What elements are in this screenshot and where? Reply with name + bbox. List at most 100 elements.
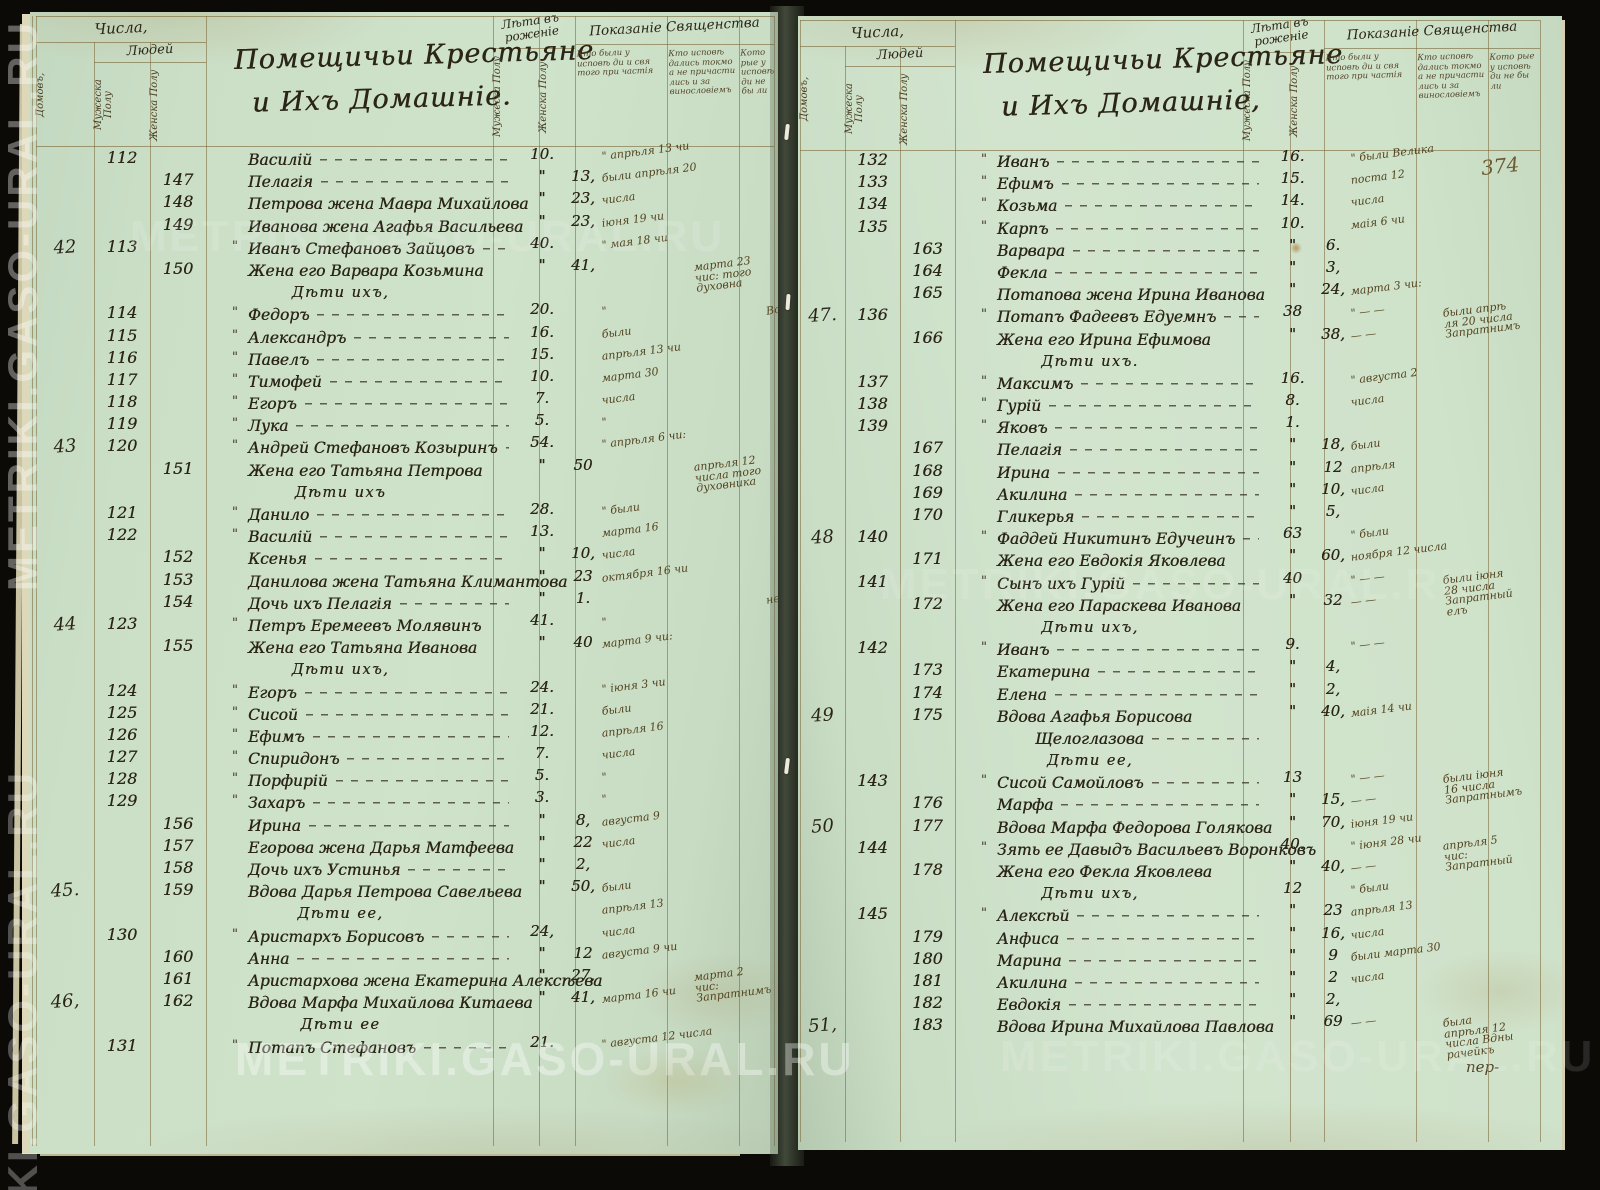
age-male: 8. [1285, 391, 1300, 410]
entry-name-cell: " Сынъ ихъ Гурій [955, 573, 1269, 594]
entry-name-cell: " Гурій [955, 396, 1269, 416]
male-number: 133 [857, 172, 888, 192]
register-row: 153 Данилова жена Татьяна Климантова " 23 ок… [36, 561, 778, 594]
register-row: 132 " Иванъ 16. " были Велика [800, 142, 1562, 174]
age-male: " [538, 255, 546, 274]
ditto-mark: " [232, 416, 238, 432]
confession-note-cell: были [601, 879, 693, 896]
register-row: 179 Анфиса " 16, числа [800, 924, 1562, 951]
header-col-not-confessed: Кото рые у исповѣ ди не бы ли [1489, 51, 1535, 92]
entry-name: Вдова Ирина Михайлова Павлова [997, 1018, 1274, 1037]
entry-name-cell: Щелоглазова [955, 728, 1269, 749]
female-number: 174 [912, 682, 943, 702]
house-number: 45. [49, 879, 81, 903]
house-number: 46, [49, 990, 81, 1014]
entry-name: Жена его Ирина Ефимова [997, 330, 1211, 349]
register-rows: 112 Василій 10. " апрѣля 13 чи 147 Пелагія " 13… [36, 139, 778, 1060]
register-row: 158 Дочь ихъ Устинья " 2, [36, 855, 778, 882]
ditto-mark: " [981, 218, 987, 234]
age-male: " [1289, 701, 1296, 720]
confession-note-cell: были [1350, 437, 1442, 454]
entry-name: Потапова жена Ирина Иванова [997, 286, 1265, 305]
register-row: 174 Елена " 2, [800, 680, 1562, 707]
register-row: Дѣти ихъ, 12 " были [800, 879, 1562, 906]
age-male: " [538, 167, 546, 186]
male-number: 113 [106, 236, 138, 256]
entry-name-cell: " Козьма [955, 196, 1269, 216]
age-male: " [1289, 590, 1296, 609]
column-rule [845, 46, 846, 1142]
entry-name-cell: Жена его Евдокія Яковлева [955, 551, 1269, 571]
age-male: 28. [530, 500, 554, 518]
register-row: 178 Жена его Фекла Яковлева " 40, — — [800, 857, 1562, 884]
entry-name: Сисой Самойловъ [997, 774, 1144, 793]
entry-name-cell: Дѣти ихъ, [955, 884, 1269, 904]
register-row: 128 " Порфирій 5. " [36, 766, 778, 793]
age-male: " [1289, 502, 1296, 520]
female-number: 168 [912, 460, 943, 480]
column-rule [900, 46, 901, 1142]
age-male: 16. [1280, 368, 1305, 387]
confession-note-cell: марта 9 чи: [601, 629, 693, 651]
age-male: " [1289, 790, 1296, 809]
register-row: 118 " Егоръ 7. числа [36, 389, 778, 416]
female-number: 180 [912, 948, 943, 968]
age-male: " [1289, 280, 1296, 299]
age-male: 20. [530, 300, 554, 319]
female-number: 176 [912, 793, 943, 813]
entry-name-cell: " Сисой Самойловъ [955, 773, 1269, 793]
age-female: 12 [1323, 457, 1343, 476]
entry-name: Карпъ [997, 219, 1049, 238]
column-rule [150, 42, 151, 1146]
entry-name: Сынъ ихъ Гурій [997, 574, 1126, 593]
ditto-mark: " [232, 371, 238, 387]
entry-name-cell: Ирина [955, 462, 1269, 483]
male-number: 132 [857, 150, 888, 169]
register-row: 124 " Егоръ 24. " іюня 3 чи [36, 675, 778, 705]
register-row: 182 Евдокія " 2, [800, 990, 1562, 1017]
entry-name-cell: Дѣти ее, [206, 904, 519, 924]
age-male: " [538, 988, 546, 1007]
age-female: 1. [575, 588, 591, 607]
column-rule [575, 16, 576, 1146]
ruled-dashes [1049, 396, 1259, 408]
entry-name: Жена его Варвара Козьмина [248, 261, 484, 280]
entry-name-cell: " Александръ [206, 327, 519, 348]
male-number: 127 [106, 747, 138, 767]
ruled-dashes [347, 749, 509, 761]
female-number: 154 [162, 591, 194, 611]
age-male: 10. [530, 145, 554, 163]
age-male: 5. [534, 766, 550, 785]
entry-name: Жена его Татьяна Иванова [248, 639, 478, 658]
entry-name: Фекла [997, 263, 1048, 282]
page-left: Числа, Домовъ, Людей Мужеска Полу Женска Пол… [30, 12, 778, 1154]
entry-name: Ксенья [248, 550, 307, 569]
confession-note-cell: числа [601, 390, 693, 407]
house-number: 44 [52, 613, 78, 636]
register-row: 116 " Павелъ 15. апрѣля 13 чи [36, 340, 778, 372]
entry-name-cell: Петрова жена Мавра Михайлова [206, 194, 529, 214]
house-number: 50 [810, 814, 835, 838]
female-number: 156 [162, 813, 194, 833]
paper-stack-edge [22, 14, 30, 1154]
ditto-mark: " [232, 438, 238, 454]
entry-name-cell: Дѣти ихъ, [206, 283, 519, 303]
ditto-mark: " [981, 640, 987, 656]
age-female: 70, [1321, 812, 1345, 831]
column-rule [955, 20, 956, 1142]
entry-name: Дочь ихъ Пелагія [248, 594, 392, 613]
column-rule [1416, 20, 1417, 1142]
female-number: 147 [162, 170, 194, 190]
confession-note-cell: — — [1350, 859, 1442, 875]
entry-name-cell: Жена его Фекла Яковлева [955, 862, 1269, 882]
male-number: 112 [106, 148, 138, 167]
entry-name-cell: " Ефимъ [955, 174, 1269, 194]
confession-note-cell: — — [1350, 593, 1442, 609]
age-male: 1. [1285, 413, 1300, 432]
age-male: " [538, 566, 546, 585]
ruled-dashes [1082, 507, 1259, 518]
header-rule [575, 44, 774, 45]
header-rule [1324, 48, 1540, 49]
ruled-dashes [1057, 640, 1259, 652]
